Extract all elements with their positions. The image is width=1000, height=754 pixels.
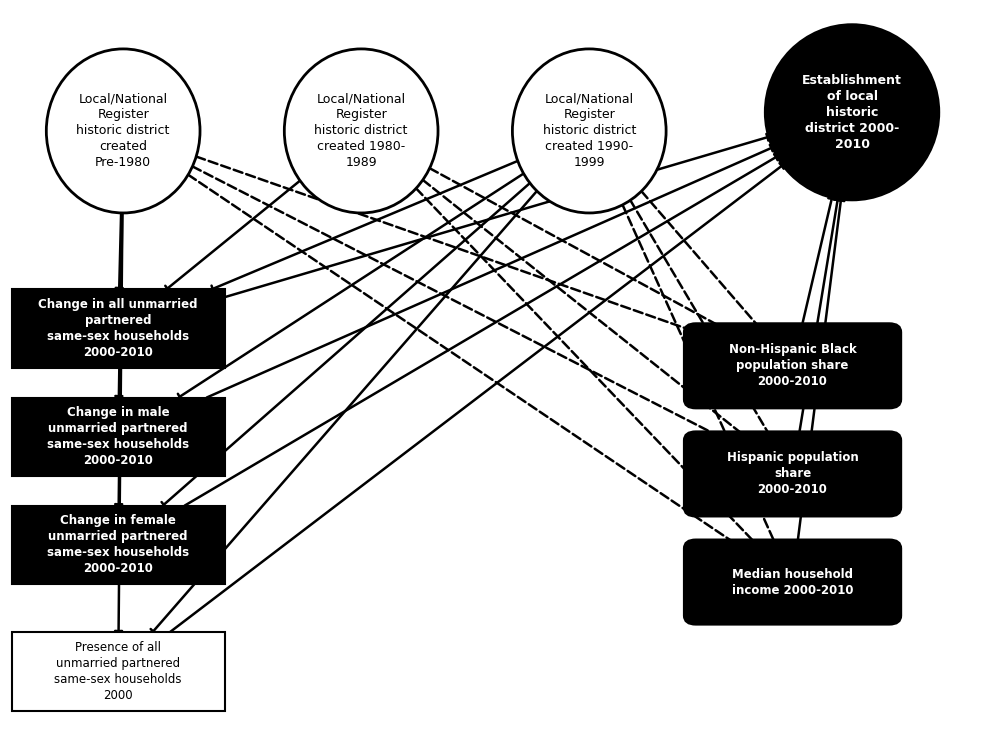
Ellipse shape: [765, 25, 939, 200]
Text: Establishment
of local
historic
district 2000-
2010: Establishment of local historic district…: [802, 74, 902, 151]
FancyBboxPatch shape: [12, 633, 225, 711]
FancyBboxPatch shape: [684, 431, 901, 516]
Text: Change in female
unmarried partnered
same-sex households
2000-2010: Change in female unmarried partnered sam…: [47, 514, 189, 575]
Ellipse shape: [512, 49, 666, 213]
Text: Hispanic population
share
2000-2010: Hispanic population share 2000-2010: [727, 452, 858, 496]
Text: Change in all unmarried
partnered
same-sex households
2000-2010: Change in all unmarried partnered same-s…: [38, 298, 198, 359]
Text: Local/National
Register
historic district
created 1980-
1989: Local/National Register historic distric…: [314, 93, 408, 170]
FancyBboxPatch shape: [12, 290, 225, 368]
Ellipse shape: [46, 49, 200, 213]
Text: Local/National
Register
historic district
created 1990-
1999: Local/National Register historic distric…: [543, 93, 636, 170]
Text: Median household
income 2000-2010: Median household income 2000-2010: [732, 568, 853, 596]
FancyBboxPatch shape: [12, 506, 225, 584]
FancyBboxPatch shape: [12, 397, 225, 476]
Text: Presence of all
unmarried partnered
same-sex households
2000: Presence of all unmarried partnered same…: [54, 641, 182, 702]
Text: Non-Hispanic Black
population share
2000-2010: Non-Hispanic Black population share 2000…: [729, 343, 856, 388]
FancyBboxPatch shape: [684, 540, 901, 624]
Text: Change in male
unmarried partnered
same-sex households
2000-2010: Change in male unmarried partnered same-…: [47, 406, 189, 467]
Text: Local/National
Register
historic district
created
Pre-1980: Local/National Register historic distric…: [76, 93, 170, 170]
FancyBboxPatch shape: [684, 323, 901, 409]
Ellipse shape: [284, 49, 438, 213]
